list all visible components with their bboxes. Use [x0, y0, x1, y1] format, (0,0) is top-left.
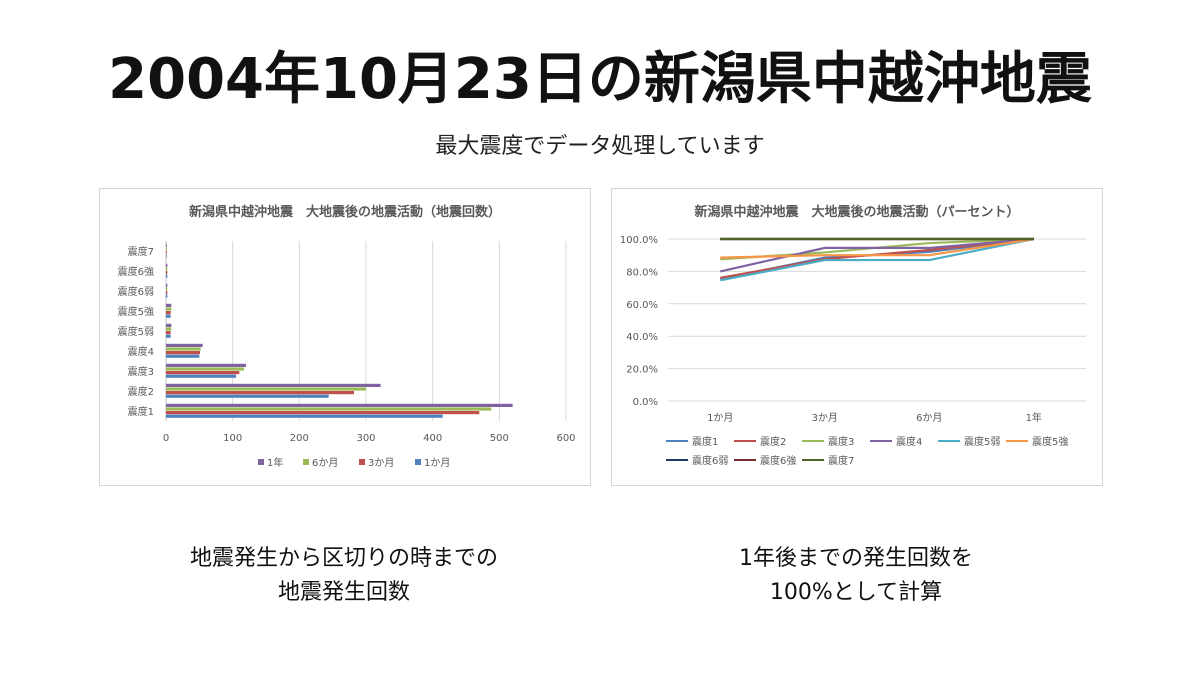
- bar-category-label: 震度3: [128, 365, 154, 378]
- bar-legend-swatch-6か月: [303, 459, 309, 465]
- bar-legend-label-1年: 1年: [267, 456, 283, 469]
- caption-left-line-1: 地震発生から区切りの時までの: [189, 546, 498, 571]
- bar-1か月-震度1: [166, 414, 443, 418]
- line-legend-label-震度4: 震度4: [896, 435, 922, 448]
- bar-6か月-震度5弱: [166, 327, 172, 331]
- line-chart-panel: 新潟県中越沖地震 大地震後の地震活動（パーセント） 0.0% 20.0% 40.0% 6…: [611, 188, 1103, 486]
- bar-1か月-震度7: [166, 254, 167, 258]
- caption-right-line-1: 1年後までの発生回数を: [739, 546, 973, 571]
- line-chart-title: 新潟県中越沖地震 大地震後の地震活動（パーセント）: [694, 204, 1019, 220]
- bar-3か月-震度5強: [166, 311, 171, 315]
- bar-3か月-震度1: [166, 411, 480, 415]
- bar-1か月-震度5弱: [166, 334, 171, 338]
- line-legend-label-震度7: 震度7: [828, 454, 854, 467]
- bar-1か月-震度3: [166, 374, 236, 378]
- bar-1年-震度6強: [166, 263, 168, 267]
- line-x-tick-label: 1か月: [707, 412, 733, 424]
- bar-3か月-震度6強: [166, 271, 168, 275]
- bar-3か月-震度3: [166, 371, 240, 375]
- bar-category-label: 震度1: [128, 405, 154, 418]
- bar-6か月-震度4: [166, 347, 201, 351]
- bar-1か月-震度6強: [166, 274, 168, 278]
- bar-category-label: 震度5強: [118, 305, 154, 318]
- bar-x-tick-label: 400: [423, 433, 442, 444]
- caption-left-line-2: 地震発生回数: [277, 580, 410, 605]
- line-series-震度5弱: [720, 237, 1034, 282]
- bar-chart-panel: 新潟県中越沖地震 大地震後の地震活動（地震回数） 0 100 200 300 400 500…: [99, 188, 591, 486]
- line-x-tick-label: 6か月: [916, 412, 942, 424]
- bar-x-tick-label: 300: [356, 433, 375, 444]
- bar-x-tick-label: 0: [163, 433, 169, 444]
- bar-legend-label-1か月: 1か月: [424, 457, 450, 469]
- slide-subtitle: 最大震度でデータ処理しています: [435, 134, 765, 159]
- bar-1か月-震度6弱: [166, 294, 168, 298]
- bar-1年-震度5弱: [166, 323, 172, 327]
- slide-title: 2004年10月23日の新潟県中越沖地震: [108, 47, 1092, 112]
- bar-3か月-震度5弱: [166, 331, 171, 335]
- bar-x-tick-label: 100: [223, 433, 242, 444]
- bar-1か月-震度2: [166, 394, 329, 398]
- bar-1か月-震度5強: [166, 314, 171, 318]
- line-y-tick-label: 20.0%: [626, 365, 658, 376]
- bar-6か月-震度2: [166, 387, 366, 391]
- bar-x-tick-label: 500: [490, 433, 509, 444]
- bar-1年-震度6弱: [166, 283, 168, 287]
- caption-left: 地震発生から区切りの時までの 地震発生回数: [104, 542, 584, 610]
- line-y-tick-label: 40.0%: [626, 332, 658, 343]
- bar-1年-震度1: [166, 403, 513, 407]
- bar-legend-swatch-1か月: [415, 459, 421, 465]
- bar-3か月-震度6弱: [166, 291, 168, 295]
- line-y-tick-label: 80.0%: [626, 267, 658, 278]
- bar-6か月-震度5強: [166, 307, 172, 311]
- bar-6か月-震度7: [166, 247, 167, 251]
- bar-chart-title: 新潟県中越沖地震 大地震後の地震活動（地震回数）: [189, 204, 501, 220]
- bar-legend-swatch-1年: [258, 459, 264, 465]
- line-legend-label-震度3: 震度3: [828, 435, 854, 448]
- bar-legend-label-6か月: 6か月: [312, 457, 338, 469]
- line-x-tick-label: 3か月: [812, 412, 838, 424]
- line-legend-label-震度5弱: 震度5弱: [964, 435, 1000, 448]
- line-chart: 新潟県中越沖地震 大地震後の地震活動（パーセント） 0.0% 20.0% 40.0% 6…: [620, 204, 1086, 467]
- line-x-tick-label: 1年: [1026, 411, 1042, 424]
- line-legend-label-震度2: 震度2: [760, 435, 786, 448]
- bar-6か月-震度1: [166, 407, 492, 411]
- bar-category-label: 震度6強: [118, 265, 154, 278]
- bar-6か月-震度6強: [166, 267, 168, 271]
- bar-1年-震度4: [166, 343, 203, 347]
- bar-chart: 新潟県中越沖地震 大地震後の地震活動（地震回数） 0 100 200 300 400 500…: [118, 204, 576, 469]
- bar-category-label: 震度7: [128, 245, 154, 258]
- line-legend-label-震度6弱: 震度6弱: [692, 454, 728, 467]
- bar-legend-label-3か月: 3か月: [368, 457, 394, 469]
- bar-1年-震度7: [166, 243, 167, 247]
- bar-legend-swatch-3か月: [359, 459, 365, 465]
- bar-x-tick-label: 200: [290, 433, 309, 444]
- bar-category-label: 震度6弱: [118, 285, 154, 298]
- bar-category-label: 震度5弱: [118, 325, 154, 338]
- caption-right-line-2: 100%として計算: [769, 580, 943, 605]
- line-y-tick-label: 60.0%: [626, 300, 658, 311]
- bar-6か月-震度3: [166, 367, 244, 371]
- bar-3か月-震度7: [166, 251, 167, 255]
- bar-category-label: 震度4: [128, 345, 154, 358]
- bar-1年-震度5強: [166, 303, 172, 307]
- bar-category-label: 震度2: [128, 385, 154, 398]
- line-legend-label-震度5強: 震度5強: [1032, 435, 1068, 448]
- bar-1か月-震度4: [166, 354, 200, 358]
- bar-1年-震度3: [166, 363, 246, 367]
- line-legend-label-震度6強: 震度6強: [760, 454, 796, 467]
- line-series-震度4: [720, 237, 1034, 273]
- bar-1年-震度2: [166, 383, 381, 387]
- bar-x-tick-label: 600: [556, 433, 575, 444]
- line-series-震度5強: [720, 237, 1034, 259]
- line-y-tick-label: 0.0%: [633, 397, 658, 408]
- bar-6か月-震度6弱: [166, 287, 168, 291]
- line-legend-label-震度1: 震度1: [692, 435, 718, 448]
- bar-3か月-震度4: [166, 351, 200, 355]
- caption-right: 1年後までの発生回数を 100%として計算: [616, 542, 1096, 610]
- line-y-tick-label: 100.0%: [620, 235, 658, 246]
- bar-3か月-震度2: [166, 391, 354, 395]
